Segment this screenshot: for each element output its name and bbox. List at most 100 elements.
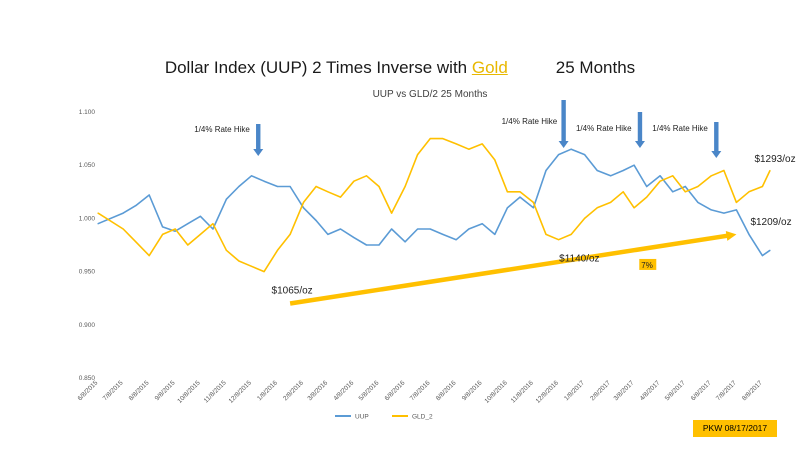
- data-point: [633, 164, 635, 166]
- x-tick-label: 8/8/2016: [435, 379, 458, 402]
- data-point: [97, 212, 99, 214]
- data-point: [302, 207, 305, 209]
- data-point: [622, 169, 624, 172]
- data-point: [684, 185, 686, 188]
- data-point: [353, 236, 355, 239]
- data-point: [391, 212, 393, 214]
- data-point: [250, 175, 253, 177]
- series-group: [97, 137, 771, 273]
- x-tick-label: 9/8/2016: [461, 379, 484, 402]
- trend-group: [289, 230, 737, 306]
- x-tick-label: 4/8/2017: [639, 379, 662, 402]
- data-point: [735, 209, 738, 211]
- data-point: [391, 228, 393, 230]
- data-point: [609, 201, 612, 204]
- data-point: [519, 196, 521, 198]
- x-tick-label: 1/8/2017: [563, 379, 586, 402]
- data-point: [481, 223, 483, 225]
- x-tick-label: 11/8/2016: [510, 379, 535, 404]
- x-tick-label: 7/8/2016: [409, 379, 432, 402]
- data-point: [353, 180, 355, 182]
- x-tick-label: 5/8/2016: [358, 379, 381, 402]
- rate-hike-arrow-shaft: [637, 112, 643, 142]
- data-point: [684, 191, 686, 193]
- footer-badge: PKW 08/17/2017: [693, 420, 777, 437]
- x-tick-label: 3/8/2017: [613, 379, 636, 402]
- x-tick-label: 7/8/2017: [715, 379, 738, 402]
- data-point: [174, 228, 176, 230]
- data-point: [135, 205, 137, 207]
- data-point: [135, 241, 137, 243]
- data-point: [557, 239, 560, 241]
- data-point: [455, 239, 457, 241]
- x-tick-label: 4/8/2016: [332, 379, 355, 402]
- rate-hike-arrow-shaft: [714, 122, 719, 152]
- data-point: [404, 241, 406, 243]
- data-point: [723, 169, 725, 172]
- data-point: [761, 255, 764, 257]
- data-point: [646, 185, 648, 188]
- data-point: [315, 219, 317, 222]
- price-label: $1065/oz: [272, 286, 313, 297]
- data-point: [442, 233, 444, 235]
- data-point: [238, 260, 240, 262]
- data-point: [748, 191, 750, 193]
- data-point: [148, 255, 150, 257]
- data-point: [697, 185, 699, 188]
- data-point: [532, 207, 535, 209]
- data-point: [378, 244, 380, 246]
- data-point: [429, 228, 431, 230]
- data-point: [748, 233, 750, 235]
- data-point: [570, 233, 572, 235]
- x-tick-label: 10/8/2015: [176, 379, 202, 405]
- data-point: [723, 212, 725, 214]
- data-point: [97, 223, 99, 225]
- data-point: [339, 196, 342, 198]
- data-point: [570, 148, 572, 150]
- data-point: [672, 175, 674, 177]
- x-tick-label: 5/8/2017: [664, 379, 687, 402]
- data-point: [633, 207, 635, 209]
- data-point: [506, 191, 509, 193]
- slide-title-tail: 25 Months: [555, 58, 636, 77]
- data-point: [161, 226, 164, 228]
- data-point: [583, 217, 586, 219]
- trend-line: [289, 233, 729, 306]
- data-point: [365, 244, 368, 246]
- y-axis: 0.850 0.900 0.950 1.000 1.050 1.100: [79, 109, 96, 382]
- x-tick-label: 12/8/2016: [535, 379, 561, 405]
- data-point: [494, 159, 496, 161]
- data-point: [735, 201, 738, 204]
- data-point: [659, 180, 661, 182]
- x-tick-label: 1/8/2016: [256, 379, 279, 402]
- x-tick-label: 9/8/2015: [154, 379, 177, 402]
- data-point: [122, 228, 124, 230]
- data-point: [289, 233, 291, 235]
- trend-label-bg: [639, 258, 657, 270]
- data-point: [659, 175, 661, 177]
- data-point: [468, 228, 470, 230]
- data-point: [417, 153, 419, 156]
- data-point: [174, 230, 176, 232]
- data-point: [519, 191, 521, 193]
- data-point: [596, 207, 598, 209]
- data-point: [481, 143, 483, 145]
- data-point: [339, 228, 342, 230]
- data-point: [327, 233, 329, 235]
- price-label: $1140/oz: [559, 254, 599, 265]
- data-point: [545, 169, 547, 172]
- data-point: [417, 228, 419, 230]
- series-line-uup: [97, 148, 771, 257]
- data-point: [187, 223, 189, 225]
- data-point: [315, 185, 317, 188]
- rate-hike-arrow-head: [634, 141, 645, 148]
- rate-hike-label: 1/4% Rate Hike: [576, 124, 632, 133]
- data-point: [769, 169, 771, 172]
- legend-label: GLD_2: [412, 414, 433, 421]
- data-point: [557, 153, 560, 156]
- data-point: [672, 191, 674, 193]
- series-line-gld-2: [97, 137, 771, 273]
- chart-subtitle: UUP vs GLD/2 25 Months: [372, 89, 488, 100]
- y-tick-label: 0.850: [79, 375, 96, 382]
- data-point: [769, 249, 771, 251]
